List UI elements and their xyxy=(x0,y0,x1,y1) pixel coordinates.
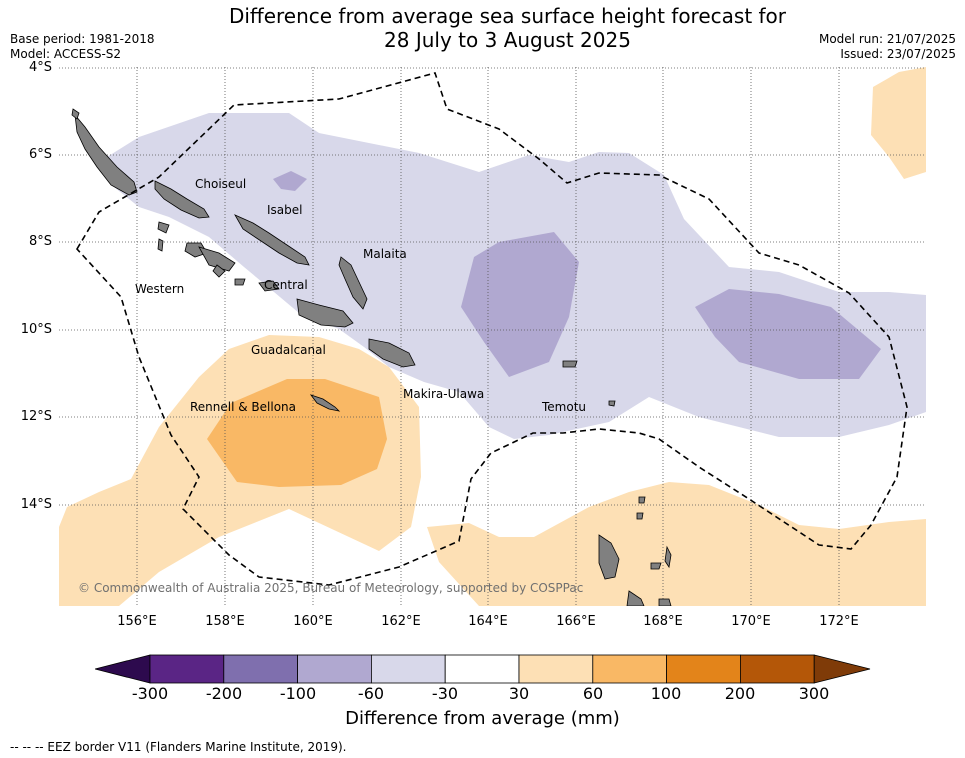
island-maewo xyxy=(664,545,672,569)
colorbar-bin-neg60-neg30 xyxy=(370,654,446,684)
colorbar-tick-neg60: -60 xyxy=(357,684,385,703)
eez-legend: -- -- -- EEZ border V11 (Flanders Marine… xyxy=(10,740,347,754)
lat-label-6s: 6°S xyxy=(28,147,52,162)
place-central: Central xyxy=(264,278,308,292)
colorbar-bin-neg100-neg60 xyxy=(297,654,372,684)
place-makira-ulawa: Makira-Ulawa xyxy=(403,387,485,401)
title-line-2: 28 July to 3 August 2025 xyxy=(384,28,631,52)
island-small-b xyxy=(636,512,644,520)
map-canvas xyxy=(59,67,926,606)
colorbar-tick-neg200: -200 xyxy=(205,684,243,703)
island-malekula xyxy=(626,590,645,606)
anomaly-region-neg-60-100-b xyxy=(695,289,881,379)
place-isabel: Isabel xyxy=(267,203,303,217)
island-espiritu-santo xyxy=(598,534,620,580)
colorbar-extend-high xyxy=(813,654,871,684)
lat-label-10s: 10°S xyxy=(20,322,52,337)
island-buka xyxy=(71,108,80,120)
colorbar-tick-neg30: -30 xyxy=(431,684,459,703)
island-malaita xyxy=(338,256,368,310)
lon-label-172e: 172°E xyxy=(819,614,859,629)
anomaly-region-pos-30-60-northeast xyxy=(871,67,926,179)
island-vanikoro xyxy=(608,400,616,407)
colorbar-tick-200: 200 xyxy=(724,684,756,703)
island-new-georgia-b xyxy=(198,246,236,272)
island-guadalcanal xyxy=(296,298,354,328)
colorbar-tick-60: 60 xyxy=(582,684,604,703)
place-temotu: Temotu xyxy=(542,400,587,414)
place-malaita: Malaita xyxy=(363,247,407,261)
island-choiseul xyxy=(154,180,210,219)
lat-label-8s: 8°S xyxy=(28,234,52,249)
issued-text: Issued: 23/07/2025 xyxy=(840,47,956,61)
place-rennell-bellona: Rennell & Bellona xyxy=(190,400,297,414)
meta-left: Base period: 1981-2018 Model: ACCESS-S2 xyxy=(10,32,155,62)
colorbar-tick-neg300: -300 xyxy=(131,684,169,703)
island-isabel xyxy=(234,214,310,266)
lat-label-4s: 4°S xyxy=(28,60,52,75)
lon-label-156e: 156°E xyxy=(117,614,157,629)
colorbar-tick-30: 30 xyxy=(508,684,530,703)
lat-label-14s: 14°S xyxy=(20,497,52,512)
island-ranongga xyxy=(157,238,164,252)
place-choiseul: Choiseul xyxy=(195,177,247,191)
island-florida xyxy=(258,280,280,292)
base-period-text: Base period: 1981-2018 xyxy=(10,32,155,46)
colorbar-bin-30-60 xyxy=(518,654,594,684)
lon-label-164e: 164°E xyxy=(468,614,508,629)
lon-label-166e: 166°E xyxy=(556,614,596,629)
place-guadalcanal: Guadalcanal xyxy=(251,343,326,357)
anomaly-region-pos-30-60-southeast xyxy=(427,482,926,606)
colorbar-bin-neg30-30 xyxy=(444,654,520,684)
land-masses xyxy=(71,108,672,606)
colorbar-bin-neg200-neg100 xyxy=(223,654,299,684)
colorbar-bin-200-300 xyxy=(740,654,815,684)
island-vella-lavella xyxy=(157,221,170,234)
island-small-a xyxy=(638,496,646,504)
colorbar xyxy=(95,654,871,684)
anomaly-region-neg-60-100-a xyxy=(461,232,579,377)
lat-label-12s: 12°S xyxy=(20,409,52,424)
title-line-1: Difference from average sea surface heig… xyxy=(228,4,787,28)
model-text: Model: ACCESS-S2 xyxy=(10,47,122,61)
map-title: Difference from average sea surface heig… xyxy=(0,4,965,52)
lon-label-158e: 158°E xyxy=(205,614,245,629)
place-western: Western xyxy=(135,282,185,296)
island-santa-cruz xyxy=(562,360,578,368)
colorbar-bin-neg300-neg200 xyxy=(149,654,225,684)
lon-label-162e: 162°E xyxy=(381,614,421,629)
island-russell xyxy=(234,278,246,286)
island-makira xyxy=(368,338,416,368)
colorbar-tick-100: 100 xyxy=(650,684,682,703)
island-small-c xyxy=(650,562,662,570)
lon-label-170e: 170°E xyxy=(731,614,771,629)
colorbar-bin-60-100 xyxy=(592,654,667,684)
colorbar-tick-neg100: -100 xyxy=(279,684,317,703)
island-bougainville xyxy=(74,113,138,196)
eez-border xyxy=(76,72,908,586)
island-rendova xyxy=(212,264,226,278)
anomaly-region-pos-60-100 xyxy=(207,379,387,487)
colorbar-label: Difference from average (mm) xyxy=(345,708,620,729)
model-run-text: Model run: 21/07/2025 xyxy=(818,32,956,46)
meta-right: Model run: 21/07/2025 Issued: 23/07/2025 xyxy=(819,32,956,62)
anomaly-region-neg-60-100-c xyxy=(273,171,307,191)
island-rennell xyxy=(309,394,341,412)
colorbar-tick-300: 300 xyxy=(798,684,830,703)
lon-label-160e: 160°E xyxy=(293,614,333,629)
colorbar-bin-100-200 xyxy=(666,654,741,684)
gridlines xyxy=(59,67,926,606)
lon-label-168e: 168°E xyxy=(643,614,683,629)
copyright-text: © Commonwealth of Australia 2025, Bureau… xyxy=(78,581,584,595)
island-new-georgia-a xyxy=(184,242,208,258)
island-small-d xyxy=(658,598,672,606)
colorbar-extend-low xyxy=(95,654,151,684)
